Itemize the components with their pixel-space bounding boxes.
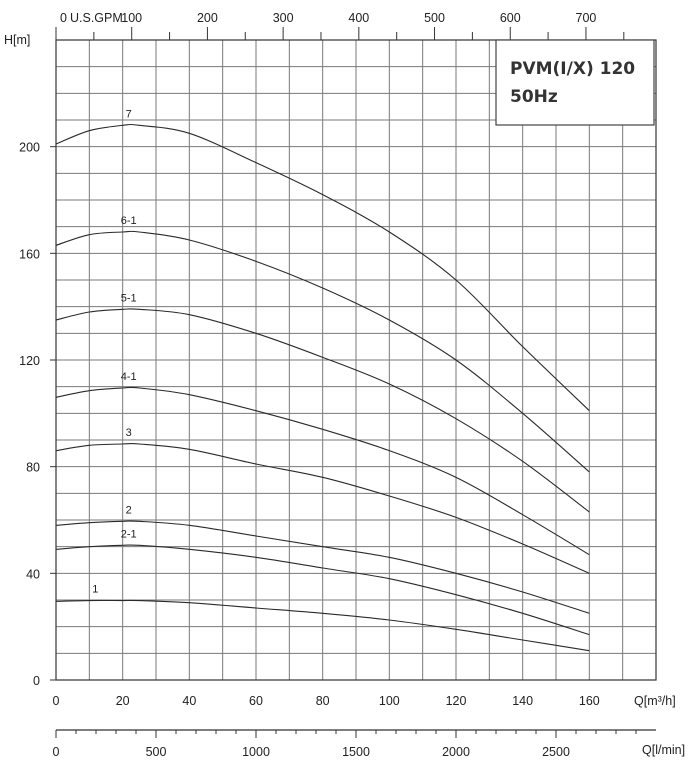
x-tick-label: 160 bbox=[579, 694, 600, 708]
curve-2 bbox=[55, 520, 590, 614]
curve-6-1 bbox=[55, 230, 590, 473]
lmin-tick-label: 500 bbox=[146, 745, 167, 759]
curve-4-1 bbox=[55, 386, 590, 556]
curve-3 bbox=[55, 443, 590, 574]
gpm-tick-label: 200 bbox=[197, 11, 218, 25]
curve-5-1 bbox=[55, 308, 590, 513]
top-axis-title: U.S.GPM bbox=[70, 11, 123, 25]
lmin-tick-label: 1500 bbox=[342, 745, 370, 759]
x-tick-label: 40 bbox=[182, 694, 196, 708]
gpm-tick-label: 0 bbox=[60, 11, 67, 25]
curve-label: 2 bbox=[126, 504, 132, 516]
x-tick-label: 80 bbox=[316, 694, 330, 708]
grid bbox=[55, 39, 657, 681]
y-tick-label: 160 bbox=[19, 247, 40, 261]
x-tick-label: 20 bbox=[116, 694, 130, 708]
gpm-tick-label: 700 bbox=[576, 11, 597, 25]
title-line2: 50Hz bbox=[510, 87, 558, 107]
x-axis-title: Q[m³/h] bbox=[634, 694, 676, 708]
gpm-tick-label: 600 bbox=[500, 11, 521, 25]
x-tick-label: 100 bbox=[379, 694, 400, 708]
curve-label: 5-1 bbox=[121, 292, 137, 304]
x-tick-label: 0 bbox=[53, 694, 60, 708]
y-tick-label: 120 bbox=[19, 354, 40, 368]
curve-label: 4-1 bbox=[121, 371, 137, 383]
gpm-tick-label: 500 bbox=[424, 11, 445, 25]
curve-1 bbox=[55, 599, 590, 652]
curve-label: 6-1 bbox=[121, 215, 137, 227]
y-tick-label: 200 bbox=[19, 141, 40, 155]
gpm-tick-label: 400 bbox=[348, 11, 369, 25]
title-line1: PVM(I/X) 120 bbox=[510, 59, 635, 79]
curve-label: 1 bbox=[92, 584, 98, 596]
y-tick-label: 40 bbox=[26, 567, 40, 581]
y-axis-title: H[m] bbox=[4, 33, 30, 47]
title-box-frame bbox=[495, 39, 655, 126]
lmin-tick-label: 1000 bbox=[242, 745, 270, 759]
gpm-tick-label: 300 bbox=[273, 11, 294, 25]
axes bbox=[50, 27, 657, 738]
x-tick-label: 140 bbox=[512, 694, 533, 708]
lmin-tick-label: 2500 bbox=[542, 745, 570, 759]
gpm-tick-label: 100 bbox=[121, 11, 142, 25]
curve-label: 3 bbox=[126, 427, 132, 439]
lmin-tick-label: 2000 bbox=[442, 745, 470, 759]
curve-2-1 bbox=[55, 544, 590, 636]
x-tick-label: 60 bbox=[249, 694, 263, 708]
curve-label: 2-1 bbox=[121, 528, 137, 540]
lmin-tick-label: 0 bbox=[53, 745, 60, 759]
y-tick-label: 0 bbox=[33, 674, 40, 688]
y-tick-label: 80 bbox=[26, 461, 40, 475]
title-box: PVM(I/X) 120 50Hz bbox=[495, 39, 655, 126]
x-tick-label: 120 bbox=[446, 694, 467, 708]
performance-curves bbox=[55, 123, 590, 652]
curve-7 bbox=[55, 123, 590, 412]
curve-label: 7 bbox=[126, 108, 132, 120]
bottom-axis-title: Q[l/min] bbox=[642, 743, 685, 757]
